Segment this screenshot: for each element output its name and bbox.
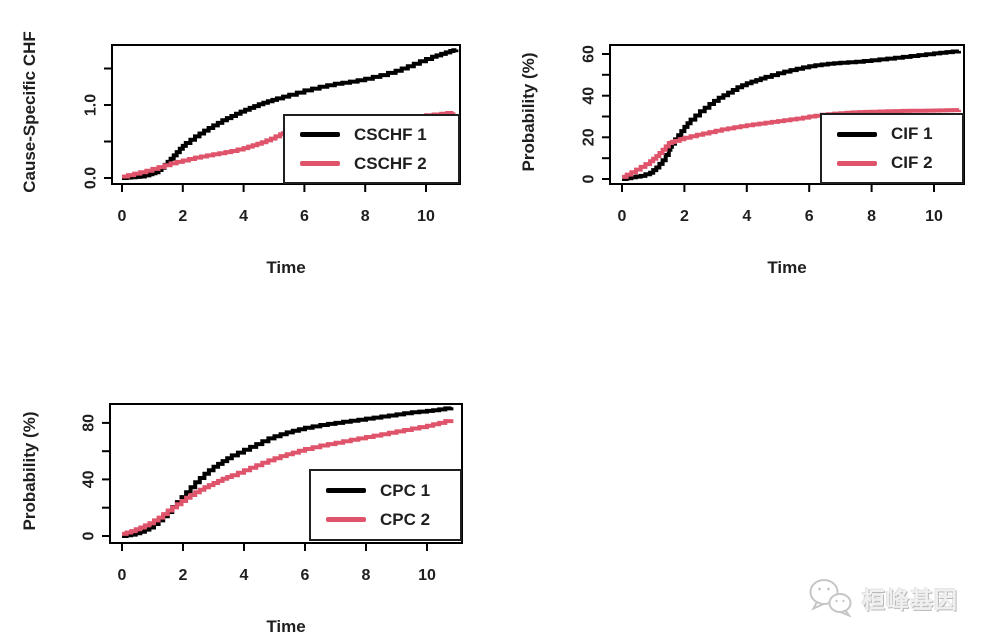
cschf-y-axis-label: Cause-Specific CHF xyxy=(20,31,39,193)
legend-line-sample-black xyxy=(837,131,877,137)
x-tick-label: 4 xyxy=(742,208,751,225)
wechat-icon xyxy=(809,579,852,618)
legend-label: CIF 1 xyxy=(891,124,933,143)
panel-cpc: 0 2 4 6 8 10 0 40 80 Probability (%) Time CPC 1 … xyxy=(0,355,500,644)
legend-line-sample-pink xyxy=(837,160,877,166)
y-tick-label: 1.0 xyxy=(83,94,100,116)
x-tick-label: 8 xyxy=(362,567,371,584)
legend-entry: CPC 1 xyxy=(326,481,460,501)
y-tick-label: 20 xyxy=(581,128,598,146)
legend-label: CIF 2 xyxy=(891,153,933,172)
legend-cpc: CPC 1 CPC 2 xyxy=(309,469,462,541)
x-tick-label: 2 xyxy=(680,208,689,225)
legend-entry: CIF 2 xyxy=(837,153,962,173)
panel-cif: 0 2 4 6 8 10 0 20 40 60 Probability (%) Time CIF … xyxy=(495,0,989,300)
legend-cschf: CSCHF 1 CSCHF 2 xyxy=(283,114,460,184)
x-tick-label: 8 xyxy=(361,208,370,225)
legend-label: CPC 2 xyxy=(380,509,431,529)
legend-entry: CSCHF 2 xyxy=(300,154,458,174)
cpc-x-axis-label: Time xyxy=(266,617,306,636)
x-tick-label: 2 xyxy=(178,208,187,225)
legend-entry: CPC 2 xyxy=(326,510,460,530)
x-tick-label: 10 xyxy=(925,208,943,225)
x-tick-label: 6 xyxy=(805,208,814,225)
y-tick-label: 40 xyxy=(581,87,598,105)
y-tick-label: 40 xyxy=(80,470,97,488)
watermark: 桓峰基因 xyxy=(808,572,988,624)
legend-label: CSCHF 2 xyxy=(354,153,427,173)
x-tick-label: 4 xyxy=(239,208,248,225)
legend-cif: CIF 1 CIF 2 xyxy=(820,113,964,184)
y-tick-label: 0 xyxy=(81,531,98,540)
x-tick-label: 8 xyxy=(867,208,876,225)
cpc-y-axis-label: Probability (%) xyxy=(20,411,39,531)
cif-plot-canvas: 0 2 4 6 8 10 0 20 40 60 xyxy=(581,44,965,225)
legend-entry: CSCHF 1 xyxy=(300,125,458,145)
x-tick-label: 6 xyxy=(300,208,309,225)
y-tick-label: 80 xyxy=(81,414,98,432)
y-tick-label: 0.0 xyxy=(83,167,100,189)
legend-label: CSCHF 1 xyxy=(354,124,427,144)
x-tick-label: 2 xyxy=(179,567,188,584)
cschf-x-axis-label: Time xyxy=(266,258,306,277)
legend-entry: CIF 1 xyxy=(837,124,962,144)
x-tick-label: 4 xyxy=(240,567,249,584)
x-tick-label: 0 xyxy=(618,208,627,225)
legend-line-sample-pink xyxy=(300,161,340,166)
cif-y-axis-label: Probability (%) xyxy=(519,52,538,172)
watermark-text: 桓峰基因 xyxy=(862,587,958,613)
cschf-plot-canvas: 0 2 4 6 8 10 0.0 1.0 xyxy=(83,44,461,225)
legend-line-sample-black xyxy=(326,488,366,493)
x-tick-label: 10 xyxy=(418,567,436,584)
x-tick-label: 0 xyxy=(118,208,127,225)
cpc-plot-canvas: 0 2 4 6 8 10 0 40 80 xyxy=(80,403,463,584)
x-tick-label: 10 xyxy=(417,208,435,225)
y-tick-label: 0 xyxy=(581,174,598,183)
y-tick-label: 60 xyxy=(581,45,598,63)
cif-x-axis-label: Time xyxy=(767,258,807,277)
panel-cschf: 0 2 4 6 8 10 0.0 1.0 Cause-Specific CHF Time CS… xyxy=(0,0,500,300)
x-tick-label: 6 xyxy=(301,567,310,584)
legend-label: CPC 1 xyxy=(380,480,431,500)
legend-line-sample-pink xyxy=(326,517,366,522)
x-tick-label: 0 xyxy=(118,567,127,584)
legend-line-sample-black xyxy=(300,132,340,137)
